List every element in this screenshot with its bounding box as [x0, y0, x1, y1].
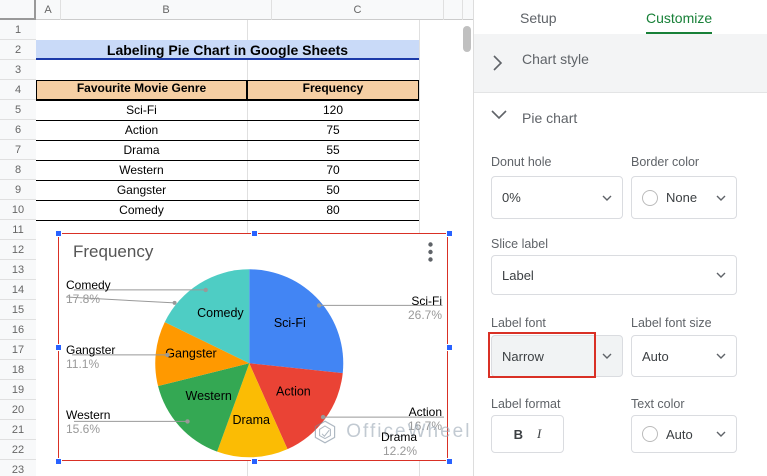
- svg-text:Action: Action: [276, 384, 311, 398]
- svg-text:Sci-Fi: Sci-Fi: [274, 316, 306, 330]
- svg-text:Comedy: Comedy: [197, 306, 244, 320]
- svg-text:Western: Western: [186, 389, 232, 403]
- svg-text:Gangster: Gangster: [165, 347, 216, 361]
- svg-text:Drama: Drama: [232, 413, 270, 427]
